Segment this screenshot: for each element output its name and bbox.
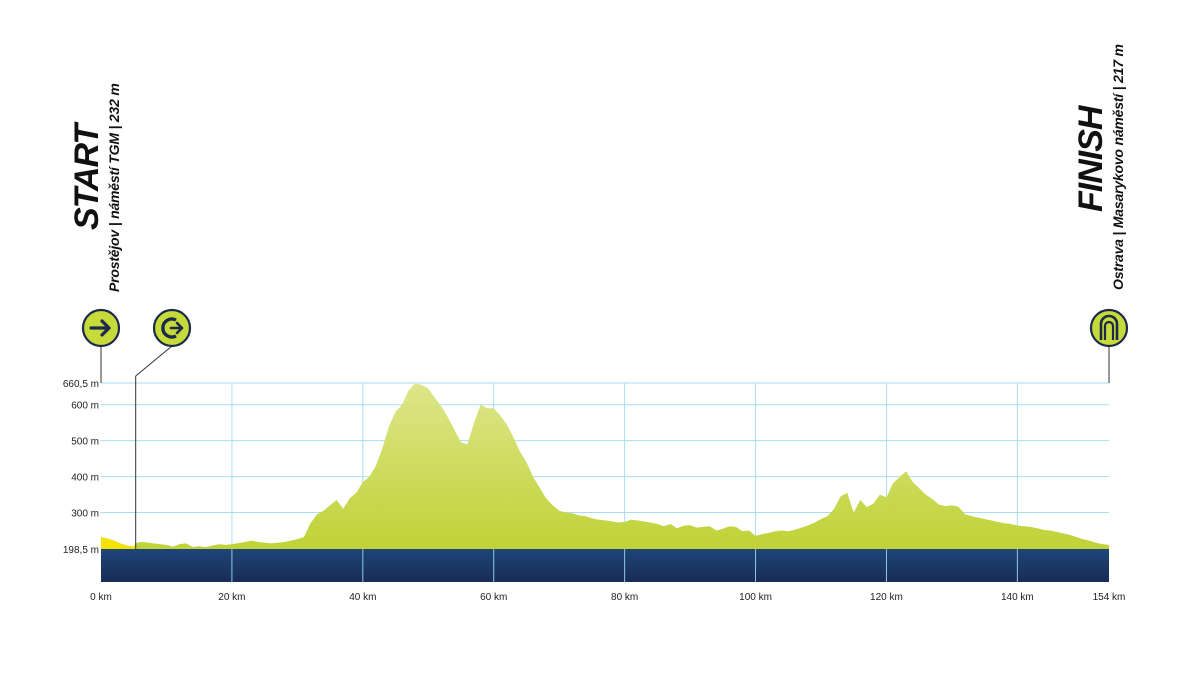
finish-title: FINISH [1072,106,1110,212]
start-location: Prostějov | náměstí TGM | 232 m [106,83,122,292]
x-tick-label: 120 km [870,592,903,603]
elevation-profile-area [135,383,1109,549]
y-tick-label: 600 m [71,401,99,412]
base-band-layer [101,549,1109,582]
route-markers [81,308,1129,549]
x-axis-labels: 0 km 20 km 40 km 60 km 80 km 100 km 120 km 140 … [90,592,1125,603]
vertical-grid-over [231,549,1018,582]
y-tick-label: 660,5 m [63,379,99,390]
feed-zone-leader-line-diagonal [135,345,173,377]
finish-flag-icon [1089,308,1129,348]
x-tick-label: 140 km [1001,592,1034,603]
x-tick-label: 20 km [218,592,245,603]
profile-layer [101,383,1109,549]
x-tick-label: 60 km [480,592,507,603]
x-tick-label: 100 km [739,592,772,603]
x-tick-label: 0 km [90,592,112,603]
y-tick-label: 400 m [71,473,99,484]
y-tick-label: 198,5 m [63,545,99,556]
start-title: START [68,124,106,230]
base-band [101,549,1109,582]
y-axis-labels: 198,5 m 300 m 400 m 500 m 600 m 660,5 m [63,379,99,556]
feed-zone-icon [152,308,192,348]
grid-lines [101,382,1109,582]
x-tick-label: 80 km [611,592,638,603]
y-tick-label: 500 m [71,437,99,448]
x-tick-label: 154 km [1093,592,1126,603]
y-tick-label: 300 m [71,509,99,520]
arrow-right-icon [81,308,121,348]
x-tick-label: 40 km [349,592,376,603]
neutral-start-segment [101,537,136,549]
finish-location: Ostrava | Masarykovo náměstí | 217 m [1110,44,1126,290]
